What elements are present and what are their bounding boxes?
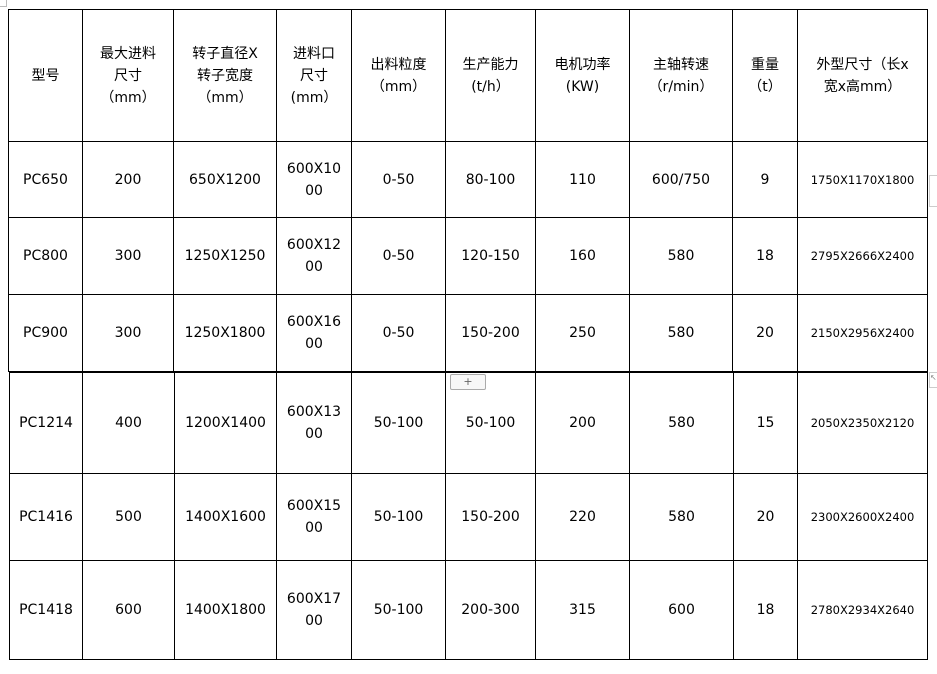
header-model: 型号: [8, 9, 83, 142]
cell-rotor-size: 650X1200: [173, 141, 277, 218]
cell-rotor-size: 1250X1800: [173, 294, 277, 372]
table-row: PC1418 600 1400X1800 600X17 00 50-100 200-300…: [9, 560, 928, 660]
cell-capacity: 200-300: [445, 560, 536, 660]
table-move-handle[interactable]: ↖: [929, 372, 937, 388]
cell-model: PC900: [8, 294, 83, 372]
header-weight: 重量 （t）: [732, 9, 798, 142]
cell-max-feed-size: 200: [82, 141, 174, 218]
cell-weight: 20: [732, 294, 798, 372]
cell-output-size: 0-50: [351, 217, 446, 295]
cell-output-size: 50-100: [351, 473, 446, 561]
insert-row-button[interactable]: +: [450, 374, 486, 390]
spec-table-bottom: PC1214 400 1200X1400 600X13 00 50-100 50-100 2…: [9, 372, 928, 660]
cell-feed-opening: 600X16 00: [276, 294, 352, 372]
table-resize-handle[interactable]: [929, 175, 937, 207]
cell-max-feed-size: 500: [82, 473, 175, 561]
cell-spindle-speed: 580: [629, 372, 734, 474]
cell-dimensions: 2150X2956X2400: [797, 294, 928, 372]
cell-weight: 18: [732, 217, 798, 295]
cell-motor-power: 160: [535, 217, 630, 295]
cell-capacity: 80-100: [445, 141, 536, 218]
cell-feed-opening: 600X10 00: [276, 141, 352, 218]
cell-model: PC650: [8, 141, 83, 218]
cell-spindle-speed: 580: [629, 217, 733, 295]
cell-output-size: 0-50: [351, 294, 446, 372]
cell-feed-opening: 600X15 00: [276, 473, 352, 561]
cell-rotor-size: 1200X1400: [174, 372, 277, 474]
cell-spindle-speed: 580: [629, 473, 734, 561]
cell-spindle-speed: 600/750: [629, 141, 733, 218]
cell-motor-power: 315: [535, 560, 630, 660]
cell-weight: 9: [732, 141, 798, 218]
cell-capacity: 150-200: [445, 294, 536, 372]
cell-capacity: 120-150: [445, 217, 536, 295]
cell-output-size: 50-100: [351, 372, 446, 474]
cell-capacity: 150-200: [445, 473, 536, 561]
header-motor-power: 电机功率 (KW): [535, 9, 630, 142]
cell-output-size: 0-50: [351, 141, 446, 218]
cell-dimensions: 2780X2934X2640: [797, 560, 928, 660]
cell-motor-power: 250: [535, 294, 630, 372]
cell-rotor-size: 1250X1250: [173, 217, 277, 295]
header-capacity: 生产能力 (t/h）: [445, 9, 536, 142]
cell-spindle-speed: 600: [629, 560, 734, 660]
table-row: PC800 300 1250X1250 600X12 00 0-50 120-150 160…: [8, 217, 928, 295]
cell-dimensions: 2300X2600X2400: [797, 473, 928, 561]
cell-max-feed-size: 300: [82, 294, 174, 372]
cell-feed-opening: 600X12 00: [276, 217, 352, 295]
cell-dimensions: 2050X2350X2120: [797, 372, 928, 474]
cell-feed-opening: 600X17 00: [276, 560, 352, 660]
cell-model: PC1416: [9, 473, 83, 561]
header-feed-opening: 进料口 尺寸 (mm）: [276, 9, 352, 142]
table-row: PC650 200 650X1200 600X10 00 0-50 80-100 110 60…: [8, 141, 928, 218]
header-dimensions: 外型尺寸（长x 宽x高mm）: [797, 9, 928, 142]
cell-output-size: 50-100: [351, 560, 446, 660]
table-row: PC1416 500 1400X1600 600X15 00 50-100 150-200…: [9, 473, 928, 561]
header-row: 型号 最大进料 尺寸 （mm） 转子直径X 转子宽度 （mm） 进料口 尺寸 (mm）…: [8, 9, 928, 142]
cell-weight: 15: [733, 372, 798, 474]
table-row: PC1214 400 1200X1400 600X13 00 50-100 50-100 2…: [9, 372, 928, 474]
cell-max-feed-size: 600: [82, 560, 175, 660]
cell-model: PC1418: [9, 560, 83, 660]
cell-dimensions: 1750X1170X1800: [797, 141, 928, 218]
header-output-size: 出料粒度 （mm）: [351, 9, 446, 142]
cell-model: PC800: [8, 217, 83, 295]
cell-motor-power: 110: [535, 141, 630, 218]
cell-motor-power: 200: [535, 372, 630, 474]
cell-model: PC1214: [9, 372, 83, 474]
header-rotor-size: 转子直径X 转子宽度 （mm）: [173, 9, 277, 142]
table-row: PC900 300 1250X1800 600X16 00 0-50 150-200 250…: [8, 294, 928, 372]
spec-table-top: 型号 最大进料 尺寸 （mm） 转子直径X 转子宽度 （mm） 进料口 尺寸 (mm）…: [8, 9, 928, 372]
table-anchor-icon[interactable]: [0, 0, 7, 7]
header-max-feed-size: 最大进料 尺寸 （mm）: [82, 9, 174, 142]
header-spindle-speed: 主轴转速 （r/min）: [629, 9, 733, 142]
cell-weight: 18: [733, 560, 798, 660]
cell-dimensions: 2795X2666X2400: [797, 217, 928, 295]
cell-spindle-speed: 580: [629, 294, 733, 372]
cell-feed-opening: 600X13 00: [276, 372, 352, 474]
cell-max-feed-size: 300: [82, 217, 174, 295]
cell-rotor-size: 1400X1800: [174, 560, 277, 660]
cell-max-feed-size: 400: [82, 372, 175, 474]
cell-rotor-size: 1400X1600: [174, 473, 277, 561]
cell-weight: 20: [733, 473, 798, 561]
cell-motor-power: 220: [535, 473, 630, 561]
